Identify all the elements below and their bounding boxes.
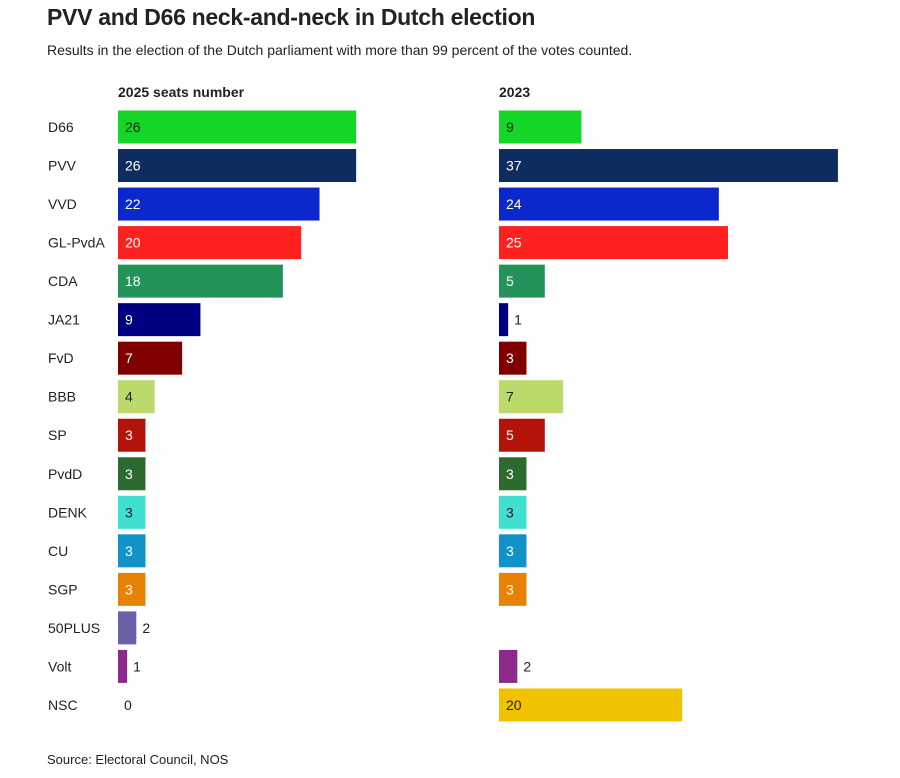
column-header-2025: 2025 seats number: [118, 84, 245, 100]
value-label: 26: [125, 158, 141, 174]
bar: [118, 110, 357, 144]
bar: [499, 110, 582, 144]
bar: [499, 149, 838, 183]
bar: [118, 418, 146, 452]
bar: [499, 226, 728, 260]
column-header-2023: 2023: [499, 84, 531, 100]
party-label: 50PLUS: [48, 620, 100, 636]
bar: [118, 611, 137, 645]
value-label: 3: [506, 504, 514, 520]
value-label: 2: [142, 620, 150, 636]
value-label: 26: [125, 119, 141, 135]
bar: [499, 187, 719, 221]
bar: [499, 688, 683, 722]
chart-subtitle: Results in the election of the Dutch par…: [47, 42, 633, 58]
party-label: D66: [48, 119, 74, 135]
bar: [499, 457, 527, 491]
party-label: SP: [48, 427, 67, 443]
bar: [118, 341, 183, 375]
bar: [499, 341, 527, 375]
value-label: 1: [514, 312, 522, 328]
bar: [499, 495, 527, 529]
bar: [499, 572, 527, 606]
party-label: DENK: [48, 504, 88, 520]
value-label: 3: [125, 466, 133, 482]
party-label: PvdD: [48, 466, 82, 482]
value-label: 3: [125, 504, 133, 520]
value-label: 24: [506, 196, 522, 212]
party-label: GL-PvdA: [48, 235, 105, 251]
bar: [499, 380, 564, 414]
party-label: NSC: [48, 697, 78, 713]
bar: [118, 495, 146, 529]
value-label: 7: [125, 350, 133, 366]
value-label: 20: [125, 235, 141, 251]
value-label: 3: [506, 543, 514, 559]
value-label: 25: [506, 235, 522, 251]
value-label: 5: [506, 427, 514, 443]
value-label: 7: [506, 389, 514, 405]
party-label: SGP: [48, 581, 78, 597]
value-label: 9: [125, 312, 133, 328]
value-label: 37: [506, 158, 522, 174]
bar: [499, 264, 545, 298]
bar: [118, 149, 357, 183]
value-label: 3: [125, 427, 133, 443]
value-label: 3: [506, 466, 514, 482]
bar: [118, 226, 302, 260]
bar: [118, 649, 128, 683]
party-label: Volt: [48, 658, 71, 674]
bar: [118, 187, 320, 221]
value-label: 3: [125, 543, 133, 559]
party-label: BBB: [48, 389, 76, 405]
bar: [118, 572, 146, 606]
bar: [499, 303, 509, 337]
bar: [118, 457, 146, 491]
source-note: Source: Electoral Council, NOS: [47, 752, 229, 767]
chart-title: PVV and D66 neck-and-neck in Dutch elect…: [47, 4, 536, 30]
value-label: 18: [125, 273, 141, 289]
party-label: FvD: [48, 350, 74, 366]
value-label: 3: [125, 581, 133, 597]
party-label: CU: [48, 543, 68, 559]
value-label: 5: [506, 273, 514, 289]
bar: [118, 303, 201, 337]
party-label: PVV: [48, 158, 77, 174]
bar: [118, 534, 146, 568]
party-label: VVD: [48, 196, 77, 212]
bar: [499, 534, 527, 568]
bar: [499, 649, 518, 683]
bar: [118, 380, 155, 414]
bar: [118, 264, 283, 298]
bar: [499, 418, 545, 452]
value-label: 0: [124, 697, 132, 713]
value-label: 1: [133, 658, 141, 674]
value-label: 9: [506, 119, 514, 135]
value-label: 22: [125, 196, 141, 212]
party-label: CDA: [48, 273, 78, 289]
value-label: 2: [523, 658, 531, 674]
value-label: 3: [506, 581, 514, 597]
value-label: 3: [506, 350, 514, 366]
value-label: 20: [506, 697, 522, 713]
value-label: 4: [125, 389, 133, 405]
party-label: JA21: [48, 312, 80, 328]
